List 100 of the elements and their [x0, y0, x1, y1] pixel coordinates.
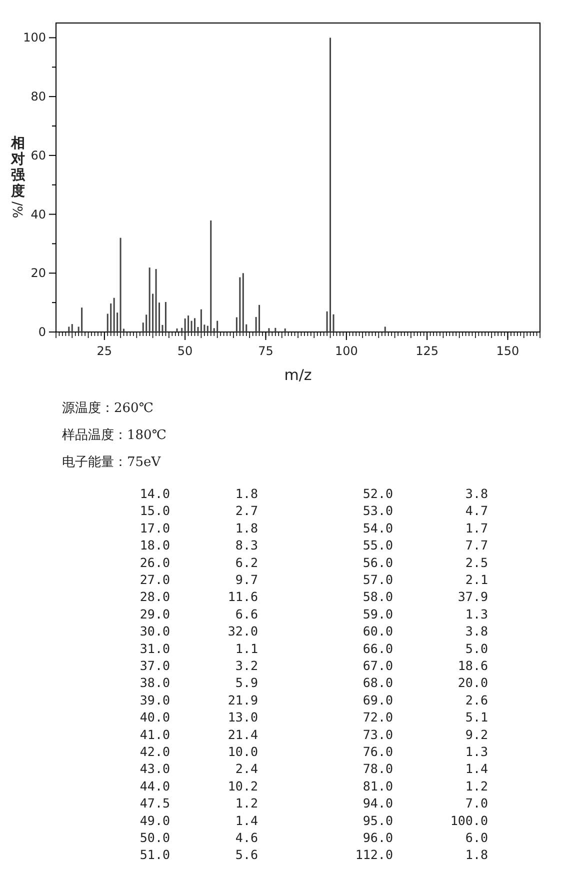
text: 样品温度：180℃ [62, 427, 166, 443]
text: 21.4 [228, 726, 258, 742]
text: 43.0 [140, 761, 170, 776]
text: 32.0 [228, 624, 258, 639]
text: 6.0 [465, 830, 488, 845]
text: 1.2 [465, 778, 488, 794]
text: 13.0 [228, 710, 258, 725]
text: 20.0 [458, 675, 488, 690]
text: 1.8 [235, 486, 258, 501]
text: 69.0 [362, 692, 393, 708]
text: 73.0 [362, 726, 393, 742]
text: 81.0 [362, 778, 393, 794]
text: 40.0 [140, 710, 170, 725]
text: 54.0 [362, 520, 393, 536]
text: 9.7 [235, 572, 258, 587]
text: 电子能量：75eV [62, 455, 162, 470]
text: 1.4 [235, 812, 258, 828]
y-tick-label: 20 [30, 266, 46, 280]
text: 1.7 [465, 520, 488, 536]
y-tick-label: 40 [30, 207, 46, 222]
text: 49.0 [140, 812, 170, 828]
text: 30.0 [140, 624, 170, 639]
text: 37.0 [140, 658, 170, 673]
text: 3.2 [235, 658, 258, 673]
text: 50.0 [140, 830, 170, 845]
text: 5.6 [235, 847, 258, 862]
text: 42.0 [140, 744, 170, 759]
text: 4.6 [235, 830, 258, 845]
text: 28.0 [140, 589, 170, 604]
text: 76.0 [362, 744, 393, 759]
text: 21.9 [228, 692, 258, 708]
text: 94.0 [362, 796, 393, 811]
text: 58.0 [362, 589, 393, 604]
text: 59.0 [362, 606, 393, 622]
text: 4.7 [465, 503, 488, 518]
text: 60.0 [362, 624, 393, 639]
text: 1.1 [235, 640, 258, 656]
text: 1.4 [465, 761, 488, 776]
text: 29.0 [140, 606, 170, 622]
text: 2.1 [465, 572, 488, 587]
text: 10.2 [228, 778, 258, 794]
x-tick-label: 25 [96, 344, 112, 358]
text: 18.0 [140, 538, 170, 553]
text: 6.6 [235, 606, 258, 622]
text: 18.6 [458, 658, 488, 673]
x-tick-label: 125 [416, 344, 439, 358]
text: 57.0 [362, 572, 393, 587]
y-tick-label: 60 [30, 148, 46, 162]
text: 100.0 [450, 812, 488, 828]
text: 15.0 [140, 503, 170, 518]
x-tick-label: 75 [258, 344, 274, 358]
text: 53.0 [362, 503, 393, 518]
x-axis-title: m/z [284, 366, 312, 384]
text: 10.0 [228, 744, 258, 759]
text: 6.2 [235, 554, 258, 570]
text: 66.0 [362, 640, 393, 656]
text: 2.7 [235, 503, 258, 518]
text: 14.0 [140, 486, 170, 501]
text: 27.0 [140, 572, 170, 587]
y-axis-title: 相对强度/% [9, 136, 26, 218]
text: 1.8 [465, 847, 488, 862]
text: 56.0 [362, 554, 393, 570]
text: 47.5 [140, 796, 170, 811]
text: 55.0 [362, 538, 393, 553]
text: 31.0 [140, 640, 170, 656]
text: 17.0 [140, 520, 170, 536]
text: 1.2 [235, 796, 258, 811]
text: 1.8 [235, 520, 258, 536]
text: 7.7 [465, 538, 488, 553]
text: 95.0 [362, 812, 393, 828]
text: 52.0 [362, 486, 393, 501]
text: 2.5 [465, 554, 488, 570]
text: 39.0 [140, 692, 170, 708]
text: 8.3 [235, 538, 258, 553]
text: 2.4 [235, 761, 258, 776]
text: 1.3 [465, 744, 488, 759]
text: 67.0 [362, 658, 393, 673]
text: 源温度：260℃ [62, 400, 154, 416]
x-tick-label: 150 [496, 344, 520, 358]
text: 112.0 [355, 847, 393, 862]
text: 5.0 [465, 640, 488, 656]
text: 51.0 [140, 847, 170, 862]
text: 41.0 [140, 726, 170, 742]
text: 2.6 [465, 692, 488, 708]
text: 3.8 [465, 486, 488, 501]
text: 26.0 [140, 554, 170, 570]
text: 7.0 [465, 796, 488, 811]
x-tick-label: 100 [334, 344, 358, 358]
text: 68.0 [362, 675, 393, 690]
x-tick-label: 50 [177, 344, 193, 358]
y-tick-label: 100 [23, 30, 46, 45]
text: 44.0 [140, 778, 170, 794]
text: 96.0 [362, 830, 393, 845]
text: 1.3 [465, 606, 488, 622]
text: 38.0 [140, 675, 170, 690]
y-tick-label: 0 [38, 325, 46, 339]
text: 5.1 [465, 710, 488, 725]
text: 3.8 [465, 624, 488, 639]
text: 9.2 [465, 726, 488, 742]
text: 37.9 [458, 589, 488, 604]
